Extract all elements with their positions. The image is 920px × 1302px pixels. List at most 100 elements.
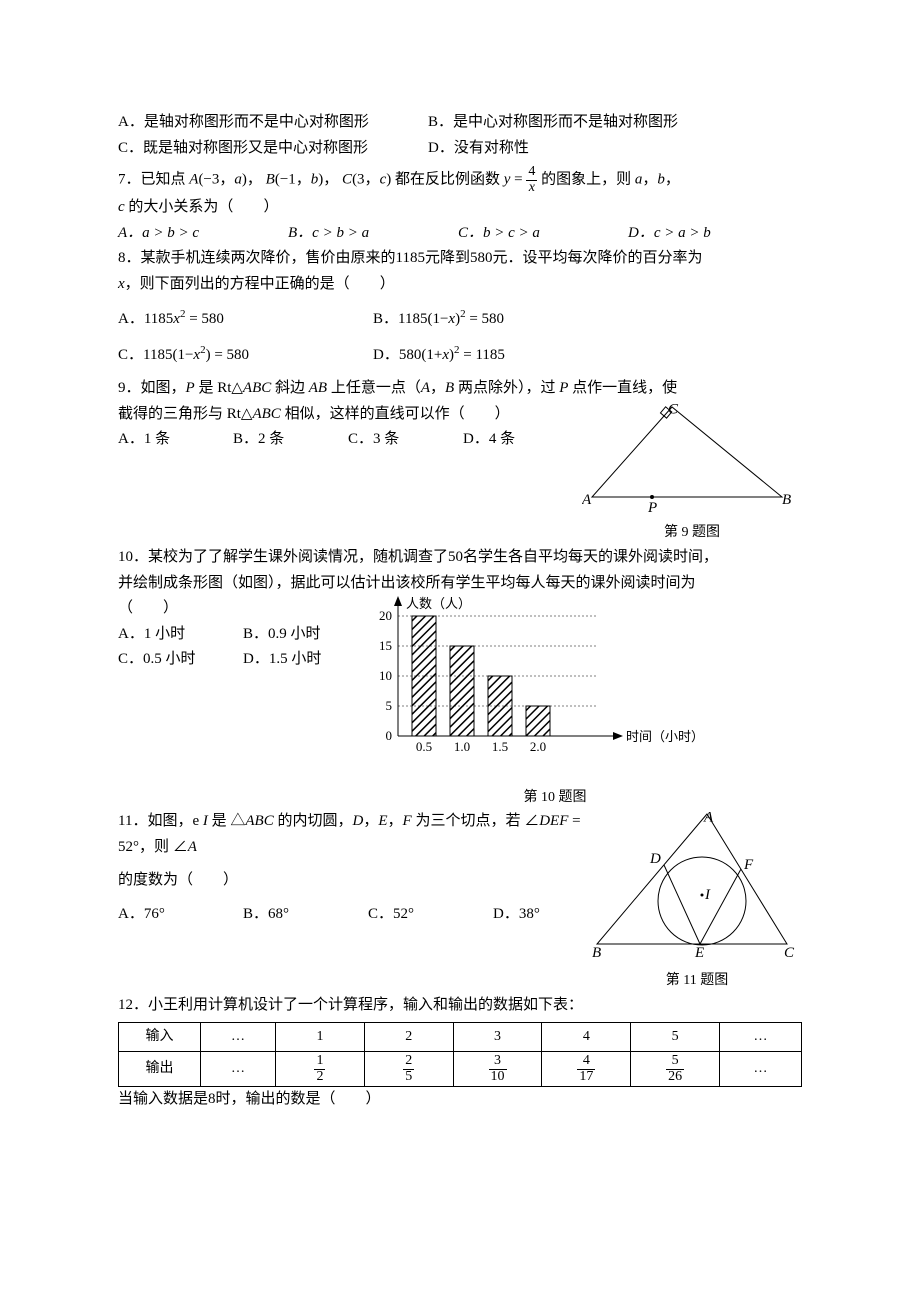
- q12-gap: [336, 1091, 366, 1107]
- q9-l1e: 两点除外），过: [454, 380, 559, 396]
- q7-A-arg: (−3，: [198, 172, 234, 188]
- q7-optB: B．c > b > a: [288, 221, 458, 247]
- q11-optB: B．68°: [243, 902, 368, 928]
- q9-l2a: 截得的三角形与 Rt△: [118, 406, 252, 422]
- q11-D: D: [352, 813, 363, 829]
- q9-A: A: [421, 380, 430, 396]
- q8-opts-row2: C．1185(1−x2) = 580 D．580(1+x)2 = 1185: [118, 341, 802, 369]
- q9-options: A．1 条 B．2 条 C．3 条 D．4 条: [118, 427, 582, 453]
- q9-P: P: [186, 380, 195, 396]
- q11-text: 11．如图，e I 是 △ABC 的内切圆，D，E，F 为三个切点，若 ∠DEF…: [118, 809, 592, 992]
- q11-c2: ，: [388, 813, 403, 829]
- q9-vP: P: [647, 500, 657, 512]
- q12-out-5: 526: [631, 1052, 720, 1087]
- q10-optA: A．1 小时: [118, 622, 243, 648]
- svg-text:5: 5: [386, 698, 393, 713]
- svg-text:2.0: 2.0: [530, 739, 546, 754]
- q7-l2pre: 的大小关系为（: [125, 199, 234, 215]
- q12-in-1: 1: [276, 1023, 365, 1052]
- q12-in-d2: …: [719, 1023, 801, 1052]
- q10-options: （ ） A．1 小时 B．0.9 小时 C．0.5 小时 D．1.5 小时: [118, 596, 368, 809]
- q8-line1: 8．某款手机连续两次降价，售价由原来的1185元降到580元．设平均每次降价的百…: [118, 246, 802, 272]
- q11-E: E: [378, 813, 387, 829]
- q6-optD: D．没有对称性: [428, 136, 529, 162]
- q9-text2: 截得的三角形与 Rt△ABC 相似，这样的直线可以作（ ） A．1 条 B．2 …: [118, 402, 582, 545]
- q6-optA: A．是轴对称图形而不是中心对称图形: [118, 110, 428, 136]
- q9-vB: B: [782, 492, 791, 508]
- q12-out-d2: …: [719, 1052, 801, 1087]
- q12-on2: 3: [489, 1054, 507, 1070]
- svg-text:15: 15: [379, 638, 392, 653]
- q12-out-label: 输出: [119, 1052, 201, 1087]
- q10-optB: B．0.9 小时: [243, 622, 321, 648]
- q8-line2: x，则下面列出的方程中正确的是（ ）: [118, 272, 802, 298]
- q9-vC: C: [668, 402, 679, 418]
- q12-in-label: 输入: [119, 1023, 201, 1052]
- q12-n8: 8: [208, 1091, 216, 1107]
- q9-l2b: 相似，这样的直线可以作（: [281, 406, 465, 422]
- q6-optC: C．既是轴对称图形又是中心对称图形: [118, 136, 428, 162]
- q7-mid: 都在反比例函数: [395, 172, 504, 188]
- q8-l1b: 元降到: [425, 250, 470, 266]
- q11-vD: D: [649, 851, 661, 867]
- q12-l2a: 当输入数据是: [118, 1091, 208, 1107]
- q12: 12．小王利用计算机设计了一个计算程序，输入和输出的数据如下表： 输入 … 1 …: [118, 993, 802, 1113]
- q9-optB: B．2 条: [233, 427, 348, 453]
- q11-figure: A B C D E F I 第 11 题图: [592, 809, 802, 992]
- q12-out-d1: …: [200, 1052, 275, 1087]
- q7-l2post: ）: [263, 199, 278, 215]
- q8-Bp: B．: [373, 311, 398, 327]
- q7-frac-num: 4: [526, 165, 537, 181]
- q9-figure: A B C P 第 9 题图: [582, 402, 802, 545]
- q7-Ce: ): [386, 172, 391, 188]
- q8-l2b: ，则下面列出的方程中正确的是（: [125, 276, 350, 292]
- q11-optD: D．38°: [493, 902, 540, 928]
- q10-optD: D．1.5 小时: [243, 647, 321, 673]
- q11-optA: A．76°: [118, 902, 243, 928]
- q10-l1: 10．某校为了了解学生课外阅读情况，随机调查了50名学生各自平均每天的课外阅读时…: [118, 545, 802, 571]
- q7-eq: =: [510, 172, 526, 188]
- q8: 8．某款手机连续两次降价，售价由原来的1185元降到580元．设平均每次降价的百…: [118, 246, 802, 368]
- q7-optA: A．a > b > c: [118, 221, 288, 247]
- q11-A: A: [188, 839, 197, 855]
- q9-text: 9．如图，P 是 Rt△ABC 斜边 AB 上任意一点（A，B 两点除外），过 …: [118, 376, 802, 402]
- q11-gap: [193, 872, 223, 888]
- q7-Ae: )，: [242, 172, 262, 188]
- q9-vA: A: [582, 492, 592, 508]
- q12-row-output: 输出 … 12 25 310 417 526 …: [119, 1052, 802, 1087]
- q12-l1: 12．小王利用计算机设计了一个计算程序，输入和输出的数据如下表：: [118, 993, 802, 1019]
- q7-c2: ，: [665, 172, 680, 188]
- q12-on1: 2: [403, 1054, 414, 1070]
- q9-optD: D．4 条: [463, 427, 515, 453]
- q8-Cp: C．: [118, 347, 143, 363]
- q9-gap: [465, 406, 495, 422]
- q11-caption: 第 11 题图: [592, 969, 802, 993]
- q9-AB: AB: [309, 380, 327, 396]
- q7-frac-den: x: [526, 181, 537, 196]
- q11-l1c: 的内切圆，: [274, 813, 353, 829]
- q7-C-arg: (3，: [352, 172, 380, 188]
- q7-B-arg: (−1，: [275, 172, 311, 188]
- q8-n2: 580: [470, 250, 493, 266]
- q8-l1a: 8．某款手机连续两次降价，售价由原来的: [118, 250, 396, 266]
- q12-od1: 5: [403, 1070, 414, 1085]
- q8-l1c: 元．设平均每次降价的百分率为: [492, 250, 702, 266]
- q7-tb: b: [657, 172, 665, 188]
- q11-l2a: 的度数为（: [118, 872, 193, 888]
- q10-chart: 05101520人数（人）时间（小时）0.51.01.52.0 第 10 题图: [368, 596, 802, 809]
- q7-C-sym: C: [342, 172, 352, 188]
- svg-text:时间（小时）: 时间（小时）: [626, 729, 698, 744]
- svg-text:0.5: 0.5: [416, 739, 432, 754]
- q9-c1: ，: [430, 380, 445, 396]
- q8-gap: [350, 276, 380, 292]
- q7-line1: 7．已知点 A(−3，a)， B(−1，b)， C(3，c) 都在反比例函数 y…: [118, 165, 802, 195]
- q12-in-5: 5: [631, 1023, 720, 1052]
- q12-line2: 当输入数据是8时，输出的数是（ ）: [118, 1087, 802, 1113]
- q12-od4: 26: [666, 1070, 684, 1085]
- q10-pl: （: [118, 600, 133, 616]
- q12-l2b: 时，输出的数是（: [216, 1091, 336, 1107]
- svg-text:1.5: 1.5: [492, 739, 508, 754]
- q9-l1c: 斜边: [271, 380, 309, 396]
- q11-l1d: 为三个切点，若 ∠: [412, 813, 540, 829]
- q7-tc: c: [118, 199, 125, 215]
